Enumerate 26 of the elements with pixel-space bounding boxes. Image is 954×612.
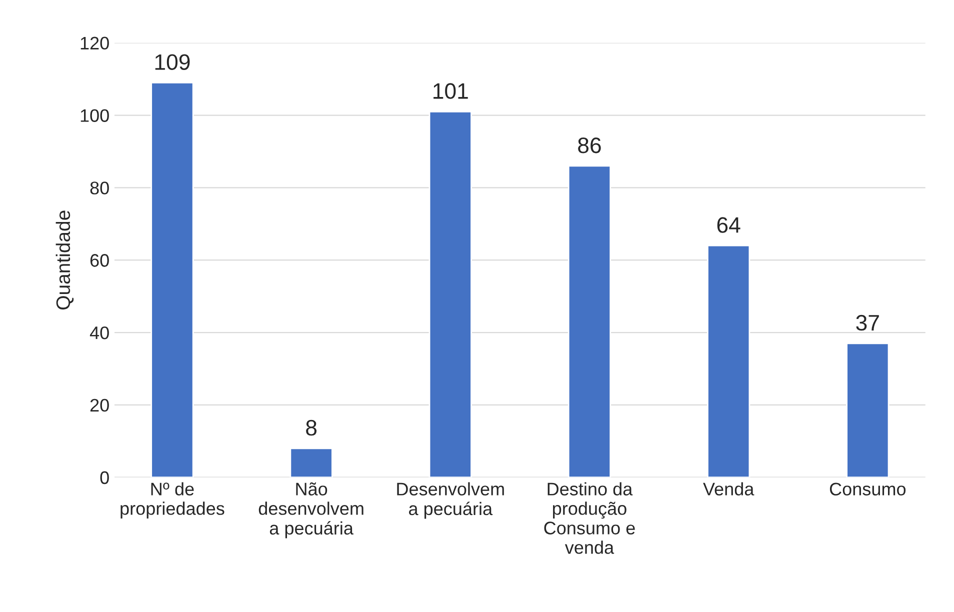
bar	[150, 82, 194, 478]
y-tick-label: 80	[90, 182, 109, 194]
x-tick-label: Não desenvolvem a pecuária	[258, 482, 364, 538]
x-tick-label: Venda	[703, 482, 754, 496]
bar	[290, 448, 333, 478]
y-tick-label: 0	[100, 471, 109, 484]
y-tick-label: 100	[80, 109, 109, 122]
y-tick-label: 40	[90, 326, 109, 340]
y-axis-title: Quantidade	[56, 210, 74, 310]
data-label: 8	[306, 420, 317, 436]
y-tick-label: 120	[80, 36, 109, 50]
data-label: 64	[717, 217, 740, 233]
x-tick-label: Nº de propriedades	[120, 482, 224, 518]
data-label: 37	[856, 314, 879, 331]
bar	[568, 165, 612, 478]
bar	[428, 110, 472, 478]
data-label: 86	[578, 137, 601, 154]
bar	[707, 244, 750, 478]
x-tick-label: Destino da produção Consumo e venda	[544, 482, 635, 554]
x-tick-label: Desenvolvem a pecuária	[397, 482, 504, 519]
y-tick-label: 60	[90, 254, 109, 267]
x-tick-label: Consumo	[830, 482, 906, 496]
y-tick-label: 20	[90, 398, 109, 412]
data-label: 101	[434, 83, 468, 99]
bar	[846, 342, 890, 478]
data-label: 109	[155, 54, 190, 70]
